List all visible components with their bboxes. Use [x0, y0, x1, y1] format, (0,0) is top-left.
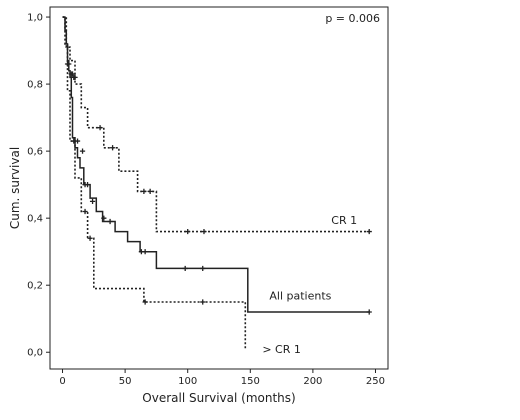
plot-frame — [49, 6, 389, 370]
censor-mark — [107, 218, 113, 225]
censor-mark — [84, 182, 91, 188]
censor-mark — [89, 198, 96, 205]
y-tick-label: 0,0 — [27, 348, 43, 359]
axes-layer: 0,0 0,2 0,4 0,6 0,8 1,0 0 50 100 150 200 250 — [27, 13, 385, 387]
censor-mark — [71, 74, 77, 80]
censor-mark — [82, 208, 88, 215]
x-tick-label: 150 — [241, 376, 260, 387]
series-layer — [62, 16, 372, 349]
series-label-cr-1: CR 1 — [331, 214, 357, 227]
x-tick-label: 0 — [59, 376, 65, 387]
y-tick-label: 0,6 — [27, 147, 43, 158]
y-tick-label: 0,4 — [27, 214, 43, 225]
series-cr-1-group — [62, 16, 372, 235]
censor-mark — [200, 265, 206, 272]
censor-mark — [87, 235, 93, 241]
censor-mark — [109, 145, 116, 151]
censor-mark — [142, 299, 148, 305]
p-value-annotation: p = 0.006 — [325, 12, 380, 25]
x-tick-label: 200 — [303, 376, 322, 387]
x-tick-label: 100 — [178, 376, 197, 387]
censor-mark — [141, 188, 147, 194]
censor-mark — [101, 215, 107, 221]
series-cr-1-line — [62, 16, 247, 349]
labels-layer: All patients CR 1 > CR 1 — [262, 214, 357, 356]
censor-mark — [182, 265, 188, 272]
censor-mark — [185, 228, 191, 235]
censor-mark — [366, 228, 372, 235]
censor-mark — [147, 188, 153, 194]
y-tick-label: 0,8 — [27, 80, 43, 91]
censor-mark — [366, 309, 372, 315]
censor-mark — [71, 138, 77, 144]
y-tick-label: 1,0 — [27, 13, 43, 24]
y-tick-label: 0,2 — [27, 281, 43, 292]
censor-mark — [79, 148, 86, 154]
y-axis-title: Cum. survival — [8, 147, 22, 229]
series-cr-1-line — [62, 16, 370, 233]
series-label-all-patients: All patients — [269, 289, 331, 302]
censor-mark — [200, 299, 206, 305]
x-tick-label: 250 — [366, 376, 385, 387]
censor-mark — [142, 249, 148, 255]
censor-mark — [68, 71, 74, 77]
censor-mark — [97, 125, 103, 131]
censor-mark — [201, 228, 207, 235]
x-tick-label: 50 — [119, 376, 132, 387]
x-axis-title: Overall Survival (months) — [142, 391, 295, 405]
series-label-cr-1: > CR 1 — [262, 343, 301, 356]
series-cr-1-group — [62, 16, 247, 349]
